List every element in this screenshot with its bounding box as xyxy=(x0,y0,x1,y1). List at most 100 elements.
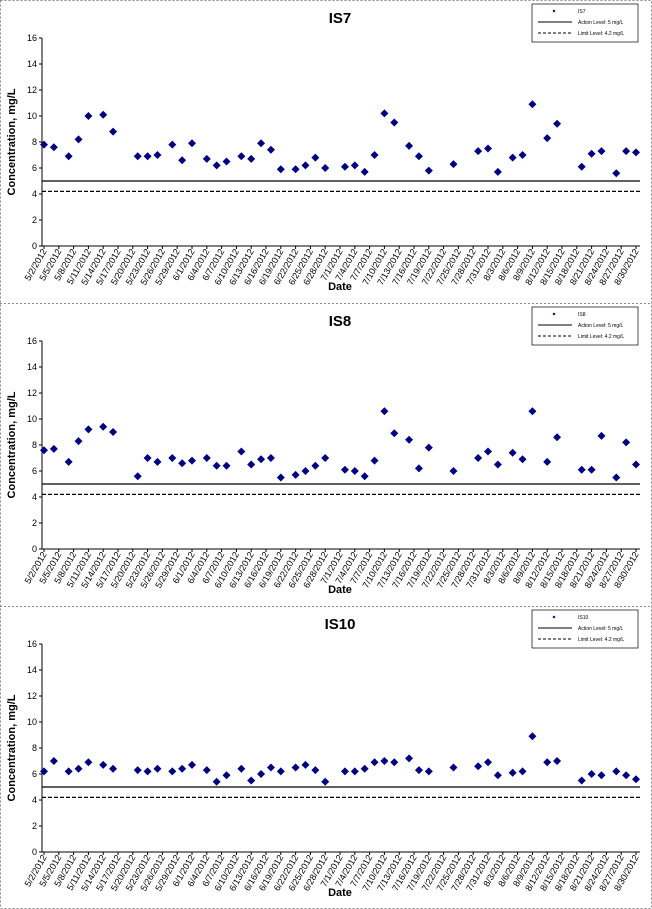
data-point xyxy=(518,767,527,776)
data-point xyxy=(449,467,458,475)
data-point xyxy=(247,154,256,163)
data-point xyxy=(237,764,246,773)
y-tick-label: 10 xyxy=(27,111,37,121)
data-point xyxy=(133,766,142,775)
data-point xyxy=(543,758,552,767)
data-point xyxy=(597,771,606,780)
data-point xyxy=(301,161,310,170)
data-point xyxy=(266,145,275,154)
data-point xyxy=(49,757,58,765)
data-point xyxy=(257,139,266,148)
y-tick-label: 12 xyxy=(27,85,37,95)
data-point xyxy=(405,435,414,444)
data-point xyxy=(449,763,458,772)
data-point xyxy=(109,428,118,436)
data-point xyxy=(276,473,285,482)
data-point xyxy=(553,433,562,442)
data-point xyxy=(484,447,492,456)
y-axis-label: Concentration, mg/L xyxy=(6,391,18,498)
y-axis-label: Concentration, mg/L xyxy=(6,88,18,195)
data-point xyxy=(99,422,108,431)
data-point xyxy=(301,760,310,769)
legend-label: Action Level: 5 mg/L xyxy=(578,323,624,329)
y-tick-label: 6 xyxy=(32,466,37,476)
data-point xyxy=(188,139,196,148)
legend-label: Action Level: 5 mg/L xyxy=(578,20,624,26)
data-point xyxy=(474,454,483,462)
data-point xyxy=(40,140,48,149)
data-point xyxy=(360,764,369,773)
data-point xyxy=(291,470,300,479)
data-point xyxy=(370,151,379,159)
x-axis-label: Date xyxy=(328,584,352,596)
data-point xyxy=(178,156,187,165)
data-point xyxy=(612,473,621,482)
y-tick-label: 16 xyxy=(27,33,37,43)
data-point xyxy=(577,162,586,171)
data-point xyxy=(99,110,108,119)
data-point xyxy=(247,776,256,785)
data-point xyxy=(143,152,152,161)
data-point xyxy=(74,764,83,773)
data-point xyxy=(380,109,389,118)
data-point xyxy=(390,429,399,438)
data-point xyxy=(508,153,517,162)
data-point xyxy=(178,764,187,773)
data-point xyxy=(212,777,221,786)
data-point xyxy=(237,447,246,456)
data-point xyxy=(414,766,423,775)
data-point xyxy=(474,762,483,771)
data-point xyxy=(493,460,502,469)
data-point xyxy=(64,767,73,776)
data-point xyxy=(587,770,596,778)
data-point xyxy=(543,457,552,466)
x-axis-label: Date xyxy=(328,887,352,899)
data-point xyxy=(40,767,48,776)
data-point xyxy=(188,456,196,465)
data-point xyxy=(587,149,596,158)
data-point xyxy=(311,153,320,162)
data-point xyxy=(222,771,231,780)
data-point xyxy=(405,754,414,763)
y-tick-label: 0 xyxy=(32,241,37,251)
data-point xyxy=(380,757,389,765)
data-point xyxy=(74,437,83,446)
data-point xyxy=(360,167,369,176)
data-point xyxy=(632,460,640,469)
data-point xyxy=(143,454,152,462)
data-point xyxy=(276,767,285,776)
data-point xyxy=(99,760,108,769)
data-point xyxy=(178,459,187,468)
data-point xyxy=(493,771,502,780)
y-tick-label: 12 xyxy=(27,691,37,701)
data-point xyxy=(222,461,231,470)
data-point xyxy=(553,119,562,128)
legend-box xyxy=(531,306,639,346)
chart-title: IS8 xyxy=(329,313,352,330)
data-point xyxy=(484,144,492,153)
data-point xyxy=(405,141,414,150)
chart-title: IS10 xyxy=(325,616,356,633)
data-point xyxy=(109,764,118,773)
data-point xyxy=(632,775,640,784)
data-point xyxy=(266,763,275,772)
legend-label: IS7 xyxy=(578,9,586,15)
data-point xyxy=(202,454,211,462)
legend-marker xyxy=(552,9,556,13)
y-tick-label: 8 xyxy=(32,440,37,450)
y-tick-label: 2 xyxy=(32,215,37,225)
y-tick-label: 4 xyxy=(32,492,37,502)
y-tick-label: 2 xyxy=(32,821,37,831)
data-point xyxy=(202,766,211,775)
data-point xyxy=(133,152,142,161)
data-point xyxy=(424,166,433,175)
data-point xyxy=(528,732,537,741)
y-tick-label: 0 xyxy=(32,847,37,857)
data-point xyxy=(518,455,527,464)
y-tick-label: 12 xyxy=(27,388,37,398)
data-point xyxy=(257,770,266,778)
data-point xyxy=(153,151,162,159)
data-point xyxy=(543,134,552,143)
